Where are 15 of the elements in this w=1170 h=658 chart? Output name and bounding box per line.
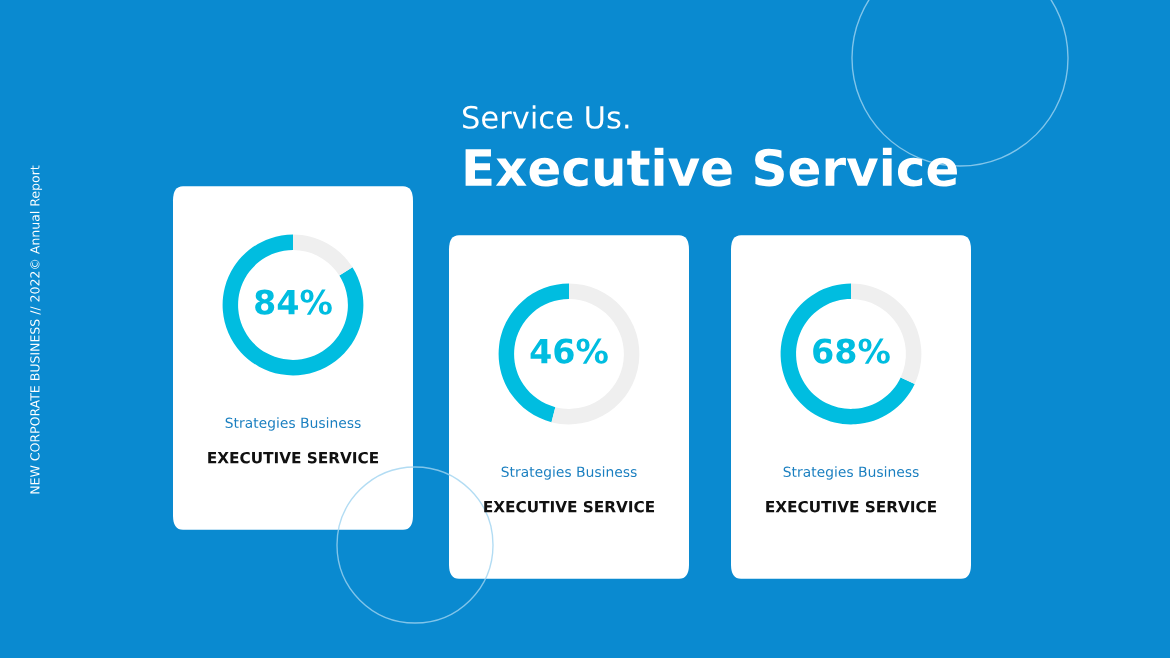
text: EXECUTIVE SERVICE: [766, 500, 937, 513]
text: Strategies Business: [783, 466, 919, 480]
donut-slice: [222, 234, 364, 376]
donut-slice: [293, 234, 353, 276]
text: Executive Service: [465, 147, 957, 187]
text: Strategies Business: [225, 417, 361, 431]
text: EXECUTIVE SERVICE: [484, 500, 655, 513]
text: NEW CORPORATE BUSINESS // 2022© Annual Report: [29, 165, 43, 494]
data-label: 84%: [255, 289, 332, 315]
data-label: 68%: [813, 338, 890, 364]
text: Strategies Business: [501, 466, 637, 480]
text: Service Us.: [463, 105, 629, 129]
data-label: 46%: [530, 338, 608, 364]
text: EXECUTIVE SERVICE: [208, 451, 379, 464]
donut-slice: [780, 283, 915, 425]
